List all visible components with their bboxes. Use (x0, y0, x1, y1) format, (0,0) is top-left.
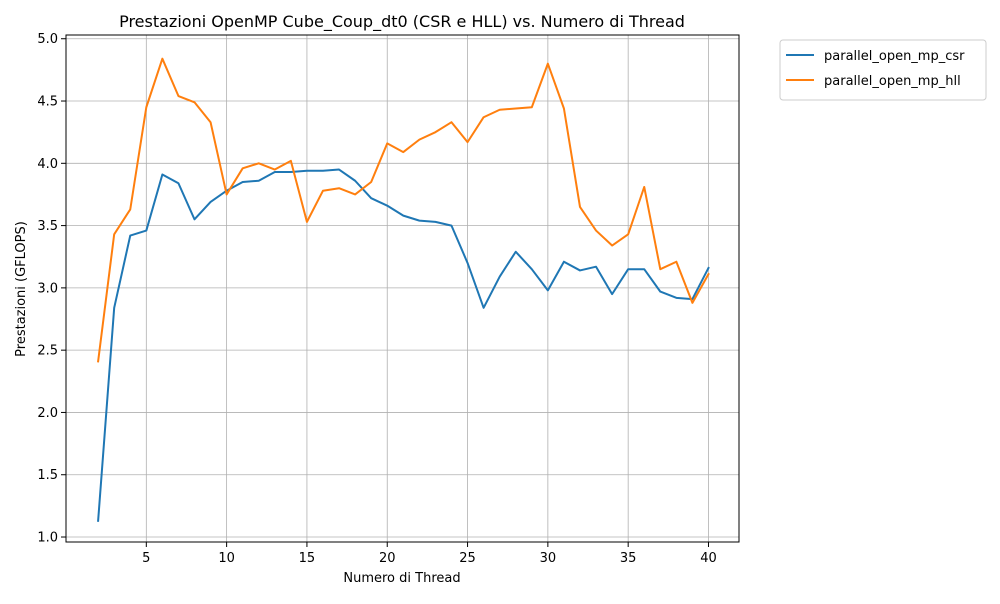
x-tick-label: 10 (218, 551, 235, 566)
legend: parallel_open_mp_csr parallel_open_mp_hl… (779, 39, 987, 101)
y-tick-label: 5.0 (37, 32, 58, 47)
x-tick-label: 30 (540, 551, 557, 566)
y-tick-label: 1.5 (37, 468, 58, 483)
legend-label-csr: parallel_open_mp_csr (824, 49, 965, 64)
x-axis-label: Numero di Thread (343, 571, 460, 586)
x-axis-ticks: 5 10 15 20 25 30 35 40 (142, 542, 717, 566)
x-tick-label: 25 (459, 551, 476, 566)
legend-box (779, 39, 987, 101)
y-axis-ticks: 1.0 1.5 2.0 2.5 3.0 3.5 4.0 4.5 5.0 (37, 32, 66, 546)
x-tick-label: 35 (620, 551, 637, 566)
plot-frame (65, 34, 740, 543)
series-lines (97, 57, 710, 522)
x-tick-label: 20 (379, 551, 396, 566)
legend-label-hll: parallel_open_mp_hll (824, 74, 961, 89)
x-tick-label: 15 (299, 551, 316, 566)
y-tick-label: 4.5 (37, 95, 58, 110)
y-axis-label: Prestazioni (GFLOPS) (14, 221, 29, 357)
y-tick-label: 4.0 (37, 157, 58, 172)
y-tick-label: 3.0 (37, 281, 58, 296)
y-tick-label: 1.0 (37, 531, 58, 546)
x-tick-label: 5 (142, 551, 150, 566)
series-line-parallel_open_mp_hll (97, 57, 710, 363)
series-line-parallel_open_mp_csr (97, 168, 710, 522)
y-tick-label: 2.5 (37, 344, 58, 359)
x-tick-label: 40 (700, 551, 717, 566)
y-tick-label: 3.5 (37, 219, 58, 234)
chart-title: Prestazioni OpenMP Cube_Coup_dt0 (CSR e … (119, 12, 685, 32)
grid-lines (66, 35, 739, 542)
y-tick-label: 2.0 (37, 406, 58, 421)
